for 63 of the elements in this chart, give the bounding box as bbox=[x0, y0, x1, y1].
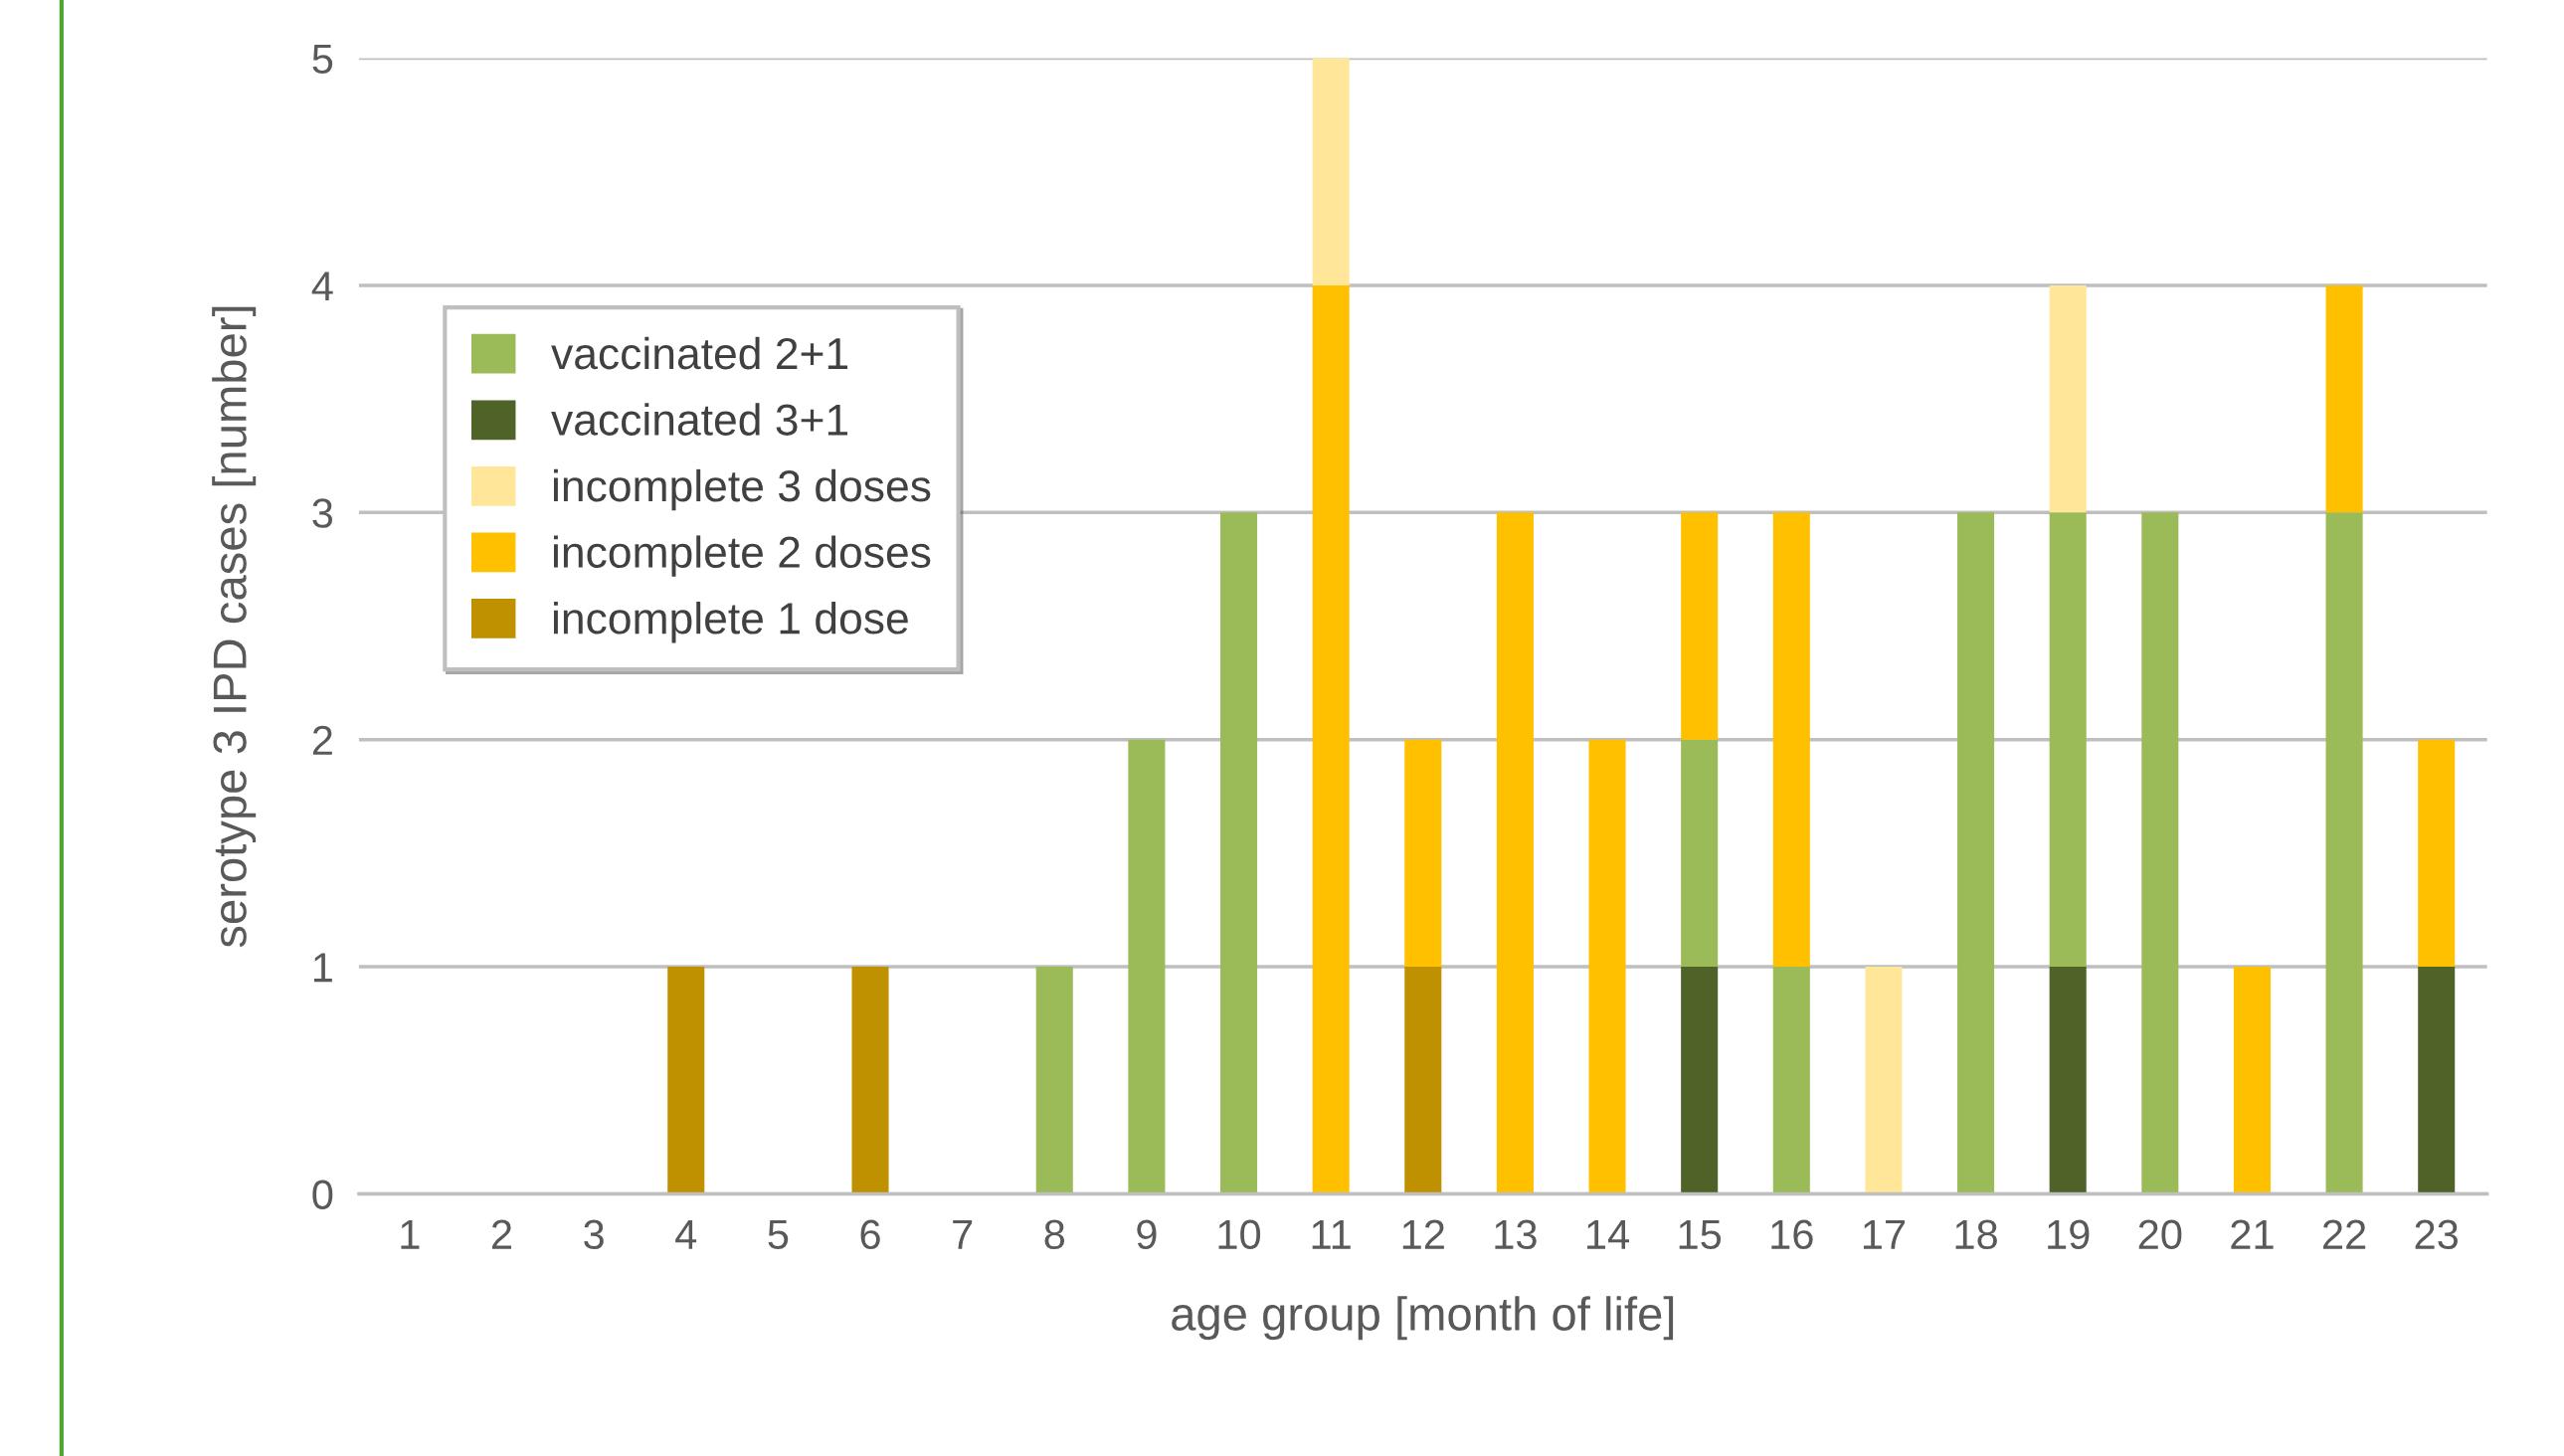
bar bbox=[1035, 967, 1073, 1194]
bar bbox=[1772, 512, 1810, 968]
bar bbox=[1588, 739, 1626, 1194]
bar bbox=[2325, 512, 2363, 1194]
legend-label: incomplete 3 doses bbox=[553, 468, 931, 511]
legend-label: incomplete 1 dose bbox=[553, 601, 908, 643]
y-tick-label: 0 bbox=[312, 1180, 333, 1209]
bar bbox=[1496, 512, 1534, 1194]
x-tick-label: 7 bbox=[953, 1220, 973, 1249]
y-tick-label: 4 bbox=[311, 272, 333, 301]
y-tick-label: 2 bbox=[312, 725, 332, 755]
bar bbox=[1220, 512, 1258, 1194]
x-tick-label: 20 bbox=[2138, 1219, 2182, 1250]
bar bbox=[1681, 512, 1719, 740]
y-tick-label: 3 bbox=[312, 498, 333, 528]
x-tick-label: 16 bbox=[1771, 1219, 1813, 1250]
x-tick-label: 9 bbox=[1137, 1219, 1157, 1250]
x-tick-label: 4 bbox=[675, 1220, 697, 1249]
x-tick-label: 1 bbox=[401, 1220, 420, 1249]
bar bbox=[1404, 967, 1442, 1194]
bar bbox=[851, 967, 889, 1194]
bar bbox=[2418, 739, 2456, 968]
bar bbox=[1128, 739, 1166, 1194]
x-tick-label: 3 bbox=[584, 1219, 604, 1250]
bar bbox=[2233, 967, 2271, 1194]
x-tick-label: 5 bbox=[768, 1220, 789, 1250]
legend-label: vaccinated 3+1 bbox=[551, 403, 848, 436]
bar bbox=[1957, 512, 1995, 1194]
bar bbox=[1681, 967, 1719, 1194]
x-tick-label: 8 bbox=[1044, 1219, 1065, 1250]
y-tick-label: 5 bbox=[312, 44, 333, 75]
x-tick-label: 22 bbox=[2323, 1219, 2366, 1249]
y-axis-title: serotype 3 IPD cases [number] bbox=[212, 306, 257, 948]
x-tick-label: 23 bbox=[2415, 1219, 2459, 1250]
bar bbox=[2049, 967, 2087, 1194]
x-tick-label: 6 bbox=[860, 1219, 880, 1250]
x-tick-label: 19 bbox=[2048, 1219, 2090, 1250]
x-tick-label: 18 bbox=[1955, 1219, 1997, 1250]
x-tick-label: 2 bbox=[492, 1219, 511, 1249]
bar bbox=[2418, 967, 2456, 1194]
bar bbox=[1312, 284, 1350, 1194]
x-tick-label: 11 bbox=[1312, 1220, 1351, 1249]
x-tick-label: 14 bbox=[1587, 1220, 1629, 1249]
bar bbox=[1404, 739, 1442, 968]
x-tick-label: 10 bbox=[1218, 1219, 1261, 1250]
bar bbox=[1772, 967, 1810, 1194]
y-tick-label: 1 bbox=[313, 953, 332, 983]
bar bbox=[1865, 967, 1903, 1194]
bar bbox=[2049, 512, 2087, 968]
bar bbox=[2141, 512, 2179, 1194]
legend-label: vaccinated 2+1 bbox=[551, 336, 848, 370]
x-axis-title: age group [month of life] bbox=[1172, 1296, 1674, 1341]
x-tick-label: 12 bbox=[1402, 1219, 1444, 1249]
x-tick-label: 21 bbox=[2231, 1219, 2274, 1249]
bar bbox=[2049, 284, 2087, 513]
bar bbox=[2325, 284, 2363, 513]
x-tick-label: 15 bbox=[1679, 1220, 1722, 1250]
bar bbox=[1312, 58, 1350, 285]
bar bbox=[667, 967, 705, 1194]
bar bbox=[1681, 739, 1719, 968]
x-tick-label: 17 bbox=[1863, 1220, 1906, 1249]
legend-label: incomplete 2 doses bbox=[553, 535, 931, 577]
x-tick-label: 13 bbox=[1495, 1219, 1537, 1250]
